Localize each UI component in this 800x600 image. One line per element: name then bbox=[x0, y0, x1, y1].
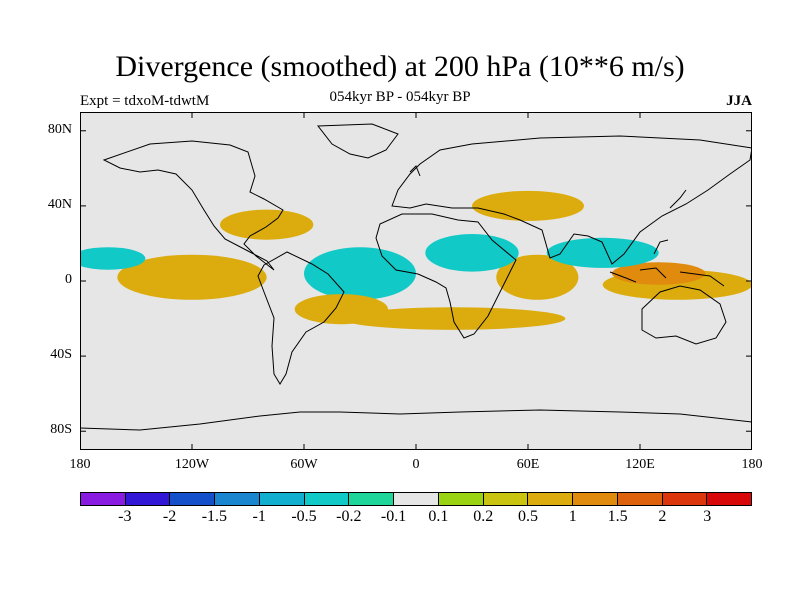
experiment-label: Expt = tdxoM-tdwtM bbox=[80, 93, 210, 109]
colorbar-label: 3 bbox=[703, 508, 712, 525]
colorbar-label: -1.5 bbox=[201, 508, 228, 525]
colorbar-label: 1 bbox=[568, 508, 577, 525]
coastline-australia bbox=[641, 285, 727, 345]
latitude-label: 40S bbox=[50, 347, 72, 363]
colorbar-label: -0.1 bbox=[380, 508, 407, 525]
colorbar-swatch bbox=[304, 493, 350, 505]
divergence-contour bbox=[304, 247, 416, 300]
divergence-map bbox=[80, 112, 752, 450]
map-title: Divergence (smoothed) at 200 hPa (10**6 … bbox=[115, 50, 685, 83]
colorbar-label: -3 bbox=[118, 508, 132, 525]
coastline-europe-asia bbox=[391, 135, 752, 265]
colorbar-swatch bbox=[483, 493, 529, 505]
colorbar-swatch bbox=[662, 493, 708, 505]
divergence-contour bbox=[496, 254, 579, 300]
period-label: 054kyr BP - 054kyr BP bbox=[329, 89, 471, 105]
colorbar-swatch bbox=[617, 493, 663, 505]
latitude-label: 40N bbox=[47, 196, 72, 212]
colorbar-swatch bbox=[573, 493, 618, 505]
map-ticks bbox=[80, 112, 752, 450]
longitude-label: 120E bbox=[625, 457, 655, 472]
longitude-label: 60E bbox=[516, 457, 540, 472]
colorbar-label: 0.1 bbox=[428, 508, 449, 525]
latitude-label: 80S bbox=[50, 422, 72, 438]
colorbar-swatch bbox=[707, 493, 752, 505]
coastline-south-america bbox=[257, 251, 345, 385]
longitude-label: 0 bbox=[412, 457, 420, 472]
coastline-north-america bbox=[102, 140, 284, 271]
colorbar-label: 1.5 bbox=[607, 508, 628, 525]
divergence-contour bbox=[612, 262, 706, 285]
coastlines bbox=[80, 123, 752, 431]
divergence-contour bbox=[117, 254, 267, 300]
latitude-label: 0 bbox=[65, 272, 72, 287]
colorbar bbox=[80, 492, 752, 506]
colorbar-label: -0.2 bbox=[336, 508, 362, 525]
colorbar-label: -0.5 bbox=[291, 508, 317, 525]
colorbar-swatch bbox=[349, 493, 395, 505]
longitude-label: 60W bbox=[290, 457, 318, 472]
colorbar-swatch bbox=[81, 493, 126, 505]
colorbar-swatch bbox=[259, 493, 305, 505]
divergence-field bbox=[80, 190, 752, 330]
colorbar-swatch bbox=[215, 493, 260, 505]
coastline-africa bbox=[375, 213, 517, 339]
colorbar-label: 0.5 bbox=[518, 508, 538, 525]
colorbar-swatch bbox=[394, 493, 439, 505]
coastline-antarctica bbox=[80, 409, 752, 431]
colorbar-swatch bbox=[438, 493, 484, 505]
colorbar-label: 0.2 bbox=[473, 508, 494, 525]
colorbar-label: -2 bbox=[162, 508, 177, 525]
divergence-contour bbox=[472, 190, 584, 221]
longitude-label: 180 bbox=[69, 457, 91, 472]
season-label: JJA bbox=[726, 93, 752, 109]
longitude-label: 180 bbox=[741, 457, 763, 472]
colorbar-label: 2 bbox=[658, 508, 667, 525]
colorbar-label: -1 bbox=[252, 508, 266, 525]
colorbar-swatch bbox=[170, 493, 216, 505]
coastline-uk bbox=[409, 165, 421, 177]
divergence-contour bbox=[425, 234, 519, 272]
divergence-contour bbox=[294, 294, 388, 325]
coastline-greenland bbox=[317, 123, 399, 159]
coastline-maritime-continent bbox=[609, 239, 725, 287]
longitude-label: 120W bbox=[174, 457, 210, 472]
coastline-japan bbox=[669, 189, 687, 209]
latitude-label: 80N bbox=[47, 121, 72, 137]
divergence-contour bbox=[220, 209, 314, 240]
colorbar-swatch bbox=[125, 493, 171, 505]
colorbar-swatch bbox=[528, 493, 574, 505]
divergence-contour bbox=[80, 247, 146, 270]
